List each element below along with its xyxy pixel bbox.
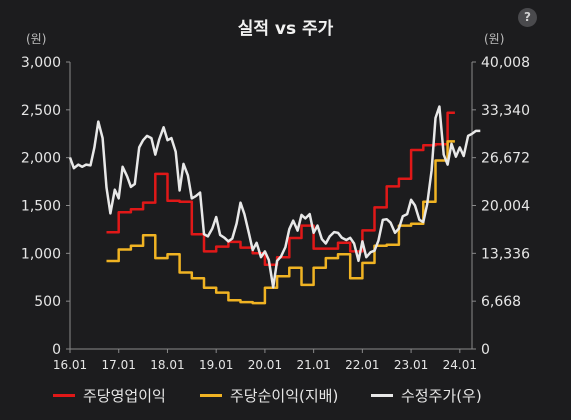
legend-swatch-operating-profit xyxy=(53,394,75,397)
left-tick-label: 500 xyxy=(34,294,61,310)
legend-item-stock-price[interactable]: 수정주가(우) xyxy=(371,385,482,406)
legend-label-operating-profit: 주당영업이익 xyxy=(83,387,166,405)
x-tick-label: 24.01 xyxy=(443,358,477,372)
right-tick-label: 13,336 xyxy=(481,246,530,262)
right-tick-label: 40,008 xyxy=(481,55,530,71)
x-tick-label: 16.01 xyxy=(53,358,87,372)
left-tick-label: 2,000 xyxy=(21,151,61,167)
left-tick-label: 1,000 xyxy=(21,246,61,262)
legend-swatch-stock-price xyxy=(371,394,393,397)
left-tick-label: 1,500 xyxy=(21,199,61,215)
left-tick-label: 2,500 xyxy=(21,103,61,119)
left-tick-label: 0 xyxy=(52,342,61,358)
x-tick-label: 18.01 xyxy=(150,358,184,372)
legend-swatch-net-profit xyxy=(200,394,222,397)
help-icon[interactable]: ? xyxy=(518,8,537,27)
x-tick-label: 22.01 xyxy=(345,358,379,372)
legend-label-stock-price: 수정주가(우) xyxy=(401,387,482,405)
left-tick-label: 3,000 xyxy=(21,55,61,71)
left-axis-unit: (원) xyxy=(26,32,47,46)
legend-item-operating-profit[interactable]: 주당영업이익 xyxy=(53,385,166,406)
legend-item-net-profit[interactable]: 주당순이익(지배) xyxy=(200,385,338,406)
series-operating-profit-line xyxy=(106,111,455,267)
series-net-profit-line xyxy=(106,140,455,305)
right-tick-label: 26,672 xyxy=(481,151,530,167)
x-tick-label: 21.01 xyxy=(296,358,330,372)
x-tick-label: 19.01 xyxy=(199,358,233,372)
right-tick-label: 20,004 xyxy=(481,199,530,215)
right-tick-label: 6,668 xyxy=(481,294,521,310)
legend-label-net-profit: 주당순이익(지배) xyxy=(230,387,339,405)
legend: 주당영업이익 주당순이익(지배) 수정주가(우) xyxy=(0,385,571,415)
chart-title: 실적 vs 주가 xyxy=(237,19,334,39)
x-tick-label: 23.01 xyxy=(394,358,428,372)
right-tick-label: 33,340 xyxy=(481,103,530,119)
series-stock-price-line xyxy=(68,105,481,289)
x-tick-label: 20.01 xyxy=(248,358,282,372)
x-tick-label: 17.01 xyxy=(102,358,136,372)
right-tick-label: 0 xyxy=(481,342,490,358)
right-axis-unit: (원) xyxy=(484,32,505,46)
